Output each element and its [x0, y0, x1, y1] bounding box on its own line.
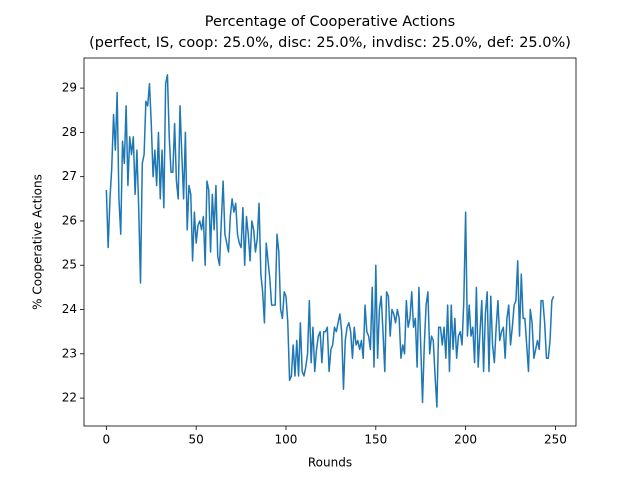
chart-subtitle: (perfect, IS, coop: 25.0%, disc: 25.0%, … — [89, 35, 571, 51]
y-tick-label: 28 — [62, 125, 77, 139]
y-tick-label: 23 — [62, 346, 77, 360]
x-tick-label: 50 — [189, 433, 204, 447]
data-line — [105, 74, 555, 408]
y-tick-label: 26 — [62, 213, 77, 227]
y-tick-label: 22 — [62, 391, 77, 405]
x-tick-label: 150 — [364, 433, 387, 447]
y-tick-label: 25 — [62, 258, 77, 272]
y-tick-label: 27 — [62, 169, 77, 183]
y-tick-label: 24 — [62, 302, 77, 316]
y-axis-label: % Cooperative Actions — [31, 174, 45, 310]
y-tick-label: 29 — [62, 81, 77, 95]
x-tick-label: 250 — [544, 433, 567, 447]
x-tick-label: 100 — [275, 433, 298, 447]
plot-frame — [83, 57, 577, 427]
x-tick-label: 200 — [454, 433, 477, 447]
x-tick-label: 0 — [103, 433, 111, 447]
x-axis-label: Rounds — [308, 456, 352, 470]
chart-title: Percentage of Cooperative Actions — [205, 14, 455, 30]
